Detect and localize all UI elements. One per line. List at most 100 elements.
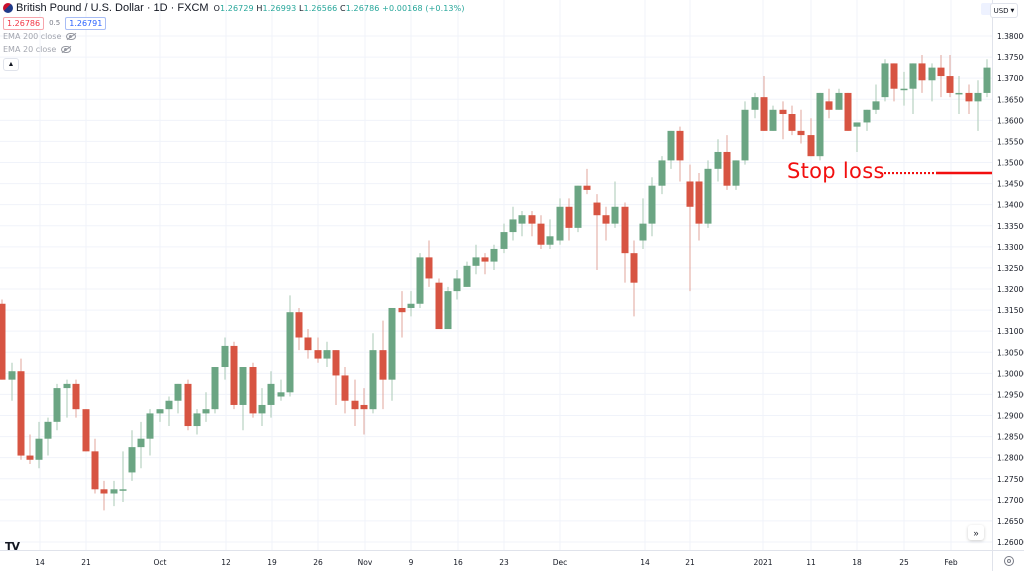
- candle: [853, 122, 861, 127]
- price-tick-label: 1.38000: [997, 32, 1024, 41]
- candle: [304, 337, 312, 351]
- candle: [769, 109, 777, 131]
- indicator-ema20[interactable]: EMA 20 close: [3, 43, 465, 56]
- candle: [369, 350, 377, 410]
- candle: [44, 421, 52, 439]
- candle: [593, 202, 601, 216]
- price-tick-label: 1.28500: [997, 433, 1024, 442]
- candle: [8, 371, 16, 380]
- eye-hidden-icon[interactable]: [61, 46, 72, 53]
- price-tick-label: 1.37000: [997, 74, 1024, 83]
- candle: [119, 489, 127, 491]
- candlestick-series: [0, 54, 991, 511]
- time-tick-label: 14: [35, 558, 45, 567]
- candle: [500, 232, 508, 249]
- time-tick-label: 19: [267, 558, 277, 567]
- candle: [221, 345, 229, 368]
- scroll-to-realtime-button[interactable]: »: [968, 525, 984, 540]
- candle: [509, 219, 517, 233]
- candle: [239, 367, 247, 405]
- price-tick-label: 1.36500: [997, 95, 1024, 104]
- candle: [583, 185, 591, 190]
- candle: [574, 185, 582, 228]
- change-value: +0.00168 (+0.13%): [382, 3, 465, 13]
- price-axis[interactable]: 1.38000 1.37500 1.37000 1.36500 1.36000 1.355…: [997, 32, 1024, 547]
- candle: [332, 350, 340, 376]
- candle: [807, 135, 815, 157]
- candle: [704, 168, 712, 224]
- candle: [760, 97, 768, 131]
- candle: [184, 383, 192, 427]
- time-tick-label: 11: [806, 558, 816, 567]
- candle: [863, 109, 871, 123]
- candle: [398, 307, 406, 313]
- time-tick-label: Dec: [553, 558, 568, 567]
- candle: [602, 215, 610, 224]
- gear-icon[interactable]: [1004, 556, 1014, 566]
- candle: [128, 447, 136, 473]
- candle: [490, 248, 498, 262]
- candle: [611, 206, 619, 224]
- time-tick-label: Oct: [154, 558, 167, 567]
- sell-button[interactable]: 1.26786: [3, 16, 45, 30]
- candle: [286, 312, 294, 393]
- candle: [323, 350, 331, 359]
- time-tick-label: 18: [852, 558, 862, 567]
- candle: [751, 97, 759, 110]
- candle: [388, 307, 396, 380]
- eye-hidden-icon[interactable]: [66, 33, 77, 40]
- price-tick-label: 1.30000: [997, 369, 1024, 378]
- caret-down-icon: ▼: [1010, 7, 1015, 14]
- candle: [788, 114, 796, 131]
- candle: [630, 253, 638, 283]
- currency-selector[interactable]: USD ▼: [990, 3, 1018, 18]
- candle: [258, 404, 266, 414]
- price-tick-label: 1.31500: [997, 306, 1024, 315]
- candle: [211, 367, 219, 410]
- candle: [797, 130, 805, 136]
- time-tick-label: 26: [313, 558, 323, 567]
- candle: [974, 92, 982, 102]
- candle: [881, 63, 889, 98]
- candle: [779, 109, 787, 115]
- candle: [658, 160, 666, 186]
- candle: [872, 101, 880, 110]
- candle: [481, 257, 489, 262]
- candle: [267, 383, 275, 405]
- price-tick-label: 1.34000: [997, 201, 1024, 210]
- candle: [928, 67, 936, 81]
- time-tick-label: 16: [453, 558, 463, 567]
- time-tick-label: 2021: [753, 558, 772, 567]
- candle: [918, 63, 926, 81]
- candle: [518, 215, 526, 224]
- candle: [909, 63, 917, 89]
- indicator-ema200[interactable]: EMA 200 close: [3, 30, 465, 43]
- collapse-legend-button[interactable]: ▲: [3, 58, 19, 71]
- tradingview-logo[interactable]: TV: [5, 540, 20, 553]
- candle: [63, 383, 71, 389]
- candle: [844, 92, 852, 131]
- candle: [193, 413, 201, 427]
- candle: [137, 438, 145, 448]
- candle: [351, 400, 359, 410]
- candle: [648, 185, 656, 224]
- candle: [82, 409, 90, 452]
- buy-button[interactable]: 1.26791: [65, 16, 107, 30]
- candle: [556, 206, 564, 241]
- time-axis[interactable]: 14 21 Oct 12 19 26 Nov 9 16 23 Dec 14 21 2021 11 18 25 Fe…: [35, 558, 958, 567]
- candle: [146, 413, 154, 439]
- candle: [835, 92, 843, 110]
- price-tick-label: 1.33000: [997, 243, 1024, 252]
- candle: [0, 303, 6, 380]
- time-tick-label: 9: [409, 558, 414, 567]
- symbol-title[interactable]: British Pound / U.S. Dollar · 1D · FXCM: [16, 2, 209, 14]
- candle: [230, 345, 238, 405]
- candle: [463, 265, 471, 287]
- candle: [983, 67, 991, 93]
- price-tick-label: 1.33500: [997, 222, 1024, 231]
- candle: [202, 409, 210, 414]
- price-tick-label: 1.32500: [997, 264, 1024, 273]
- time-tick-label: 21: [81, 558, 91, 567]
